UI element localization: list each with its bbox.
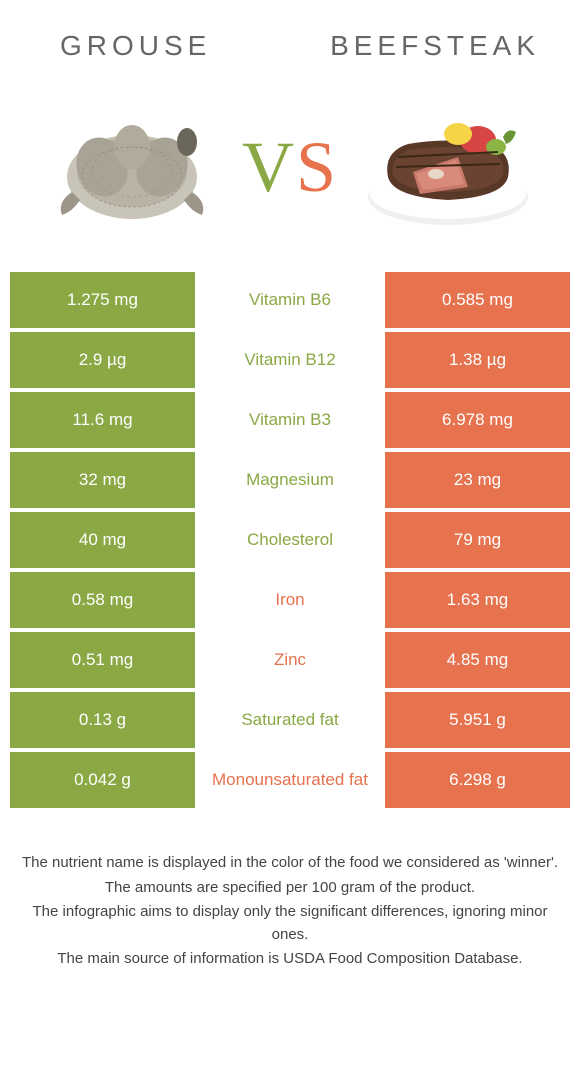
footer-line-3: The infographic aims to display only the…: [15, 901, 565, 946]
cell-nutrient-label: Magnesium: [195, 452, 385, 508]
footer-line-1: The nutrient name is displayed in the co…: [15, 852, 565, 875]
table-row: 0.51 mgZinc4.85 mg: [10, 632, 570, 688]
table-row: 0.58 mgIron1.63 mg: [10, 572, 570, 628]
vs-s: S: [296, 127, 338, 207]
table-row: 0.13 gSaturated fat5.951 g: [10, 692, 570, 748]
cell-right-value: 6.298 g: [385, 752, 570, 808]
cell-nutrient-label: Saturated fat: [195, 692, 385, 748]
beefsteak-image: [348, 92, 548, 242]
cell-left-value: 40 mg: [10, 512, 195, 568]
table-row: 32 mgMagnesium23 mg: [10, 452, 570, 508]
vs-label: VS: [242, 126, 338, 209]
cell-left-value: 11.6 mg: [10, 392, 195, 448]
cell-nutrient-label: Vitamin B12: [195, 332, 385, 388]
cell-left-value: 0.042 g: [10, 752, 195, 808]
table-row: 0.042 gMonounsaturated fat6.298 g: [10, 752, 570, 808]
nutrient-table: 1.275 mgVitamin B60.585 mg2.9 µgVitamin …: [0, 272, 580, 808]
grouse-image: [32, 92, 232, 242]
cell-nutrient-label: Zinc: [195, 632, 385, 688]
cell-right-value: 0.585 mg: [385, 272, 570, 328]
table-row: 11.6 mgVitamin B36.978 mg: [10, 392, 570, 448]
cell-left-value: 2.9 µg: [10, 332, 195, 388]
cell-right-value: 6.978 mg: [385, 392, 570, 448]
cell-right-value: 23 mg: [385, 452, 570, 508]
table-row: 40 mgCholesterol79 mg: [10, 512, 570, 568]
cell-nutrient-label: Vitamin B6: [195, 272, 385, 328]
footer-notes: The nutrient name is displayed in the co…: [0, 812, 580, 993]
cell-right-value: 1.63 mg: [385, 572, 570, 628]
footer-line-4: The main source of information is USDA F…: [15, 948, 565, 971]
header: Grouse Beefsteak: [0, 0, 580, 82]
cell-nutrient-label: Cholesterol: [195, 512, 385, 568]
title-right: Beefsteak: [330, 30, 540, 62]
table-row: 1.275 mgVitamin B60.585 mg: [10, 272, 570, 328]
footer-line-2: The amounts are specified per 100 gram o…: [15, 877, 565, 900]
cell-left-value: 1.275 mg: [10, 272, 195, 328]
cell-left-value: 0.13 g: [10, 692, 195, 748]
images-row: VS: [0, 82, 580, 272]
cell-left-value: 32 mg: [10, 452, 195, 508]
cell-nutrient-label: Monounsaturated fat: [195, 752, 385, 808]
cell-left-value: 0.58 mg: [10, 572, 195, 628]
cell-right-value: 79 mg: [385, 512, 570, 568]
title-left: Grouse: [60, 30, 211, 62]
cell-right-value: 5.951 g: [385, 692, 570, 748]
table-row: 2.9 µgVitamin B121.38 µg: [10, 332, 570, 388]
cell-left-value: 0.51 mg: [10, 632, 195, 688]
cell-nutrient-label: Vitamin B3: [195, 392, 385, 448]
vs-v: V: [242, 127, 296, 207]
cell-right-value: 1.38 µg: [385, 332, 570, 388]
cell-right-value: 4.85 mg: [385, 632, 570, 688]
cell-nutrient-label: Iron: [195, 572, 385, 628]
